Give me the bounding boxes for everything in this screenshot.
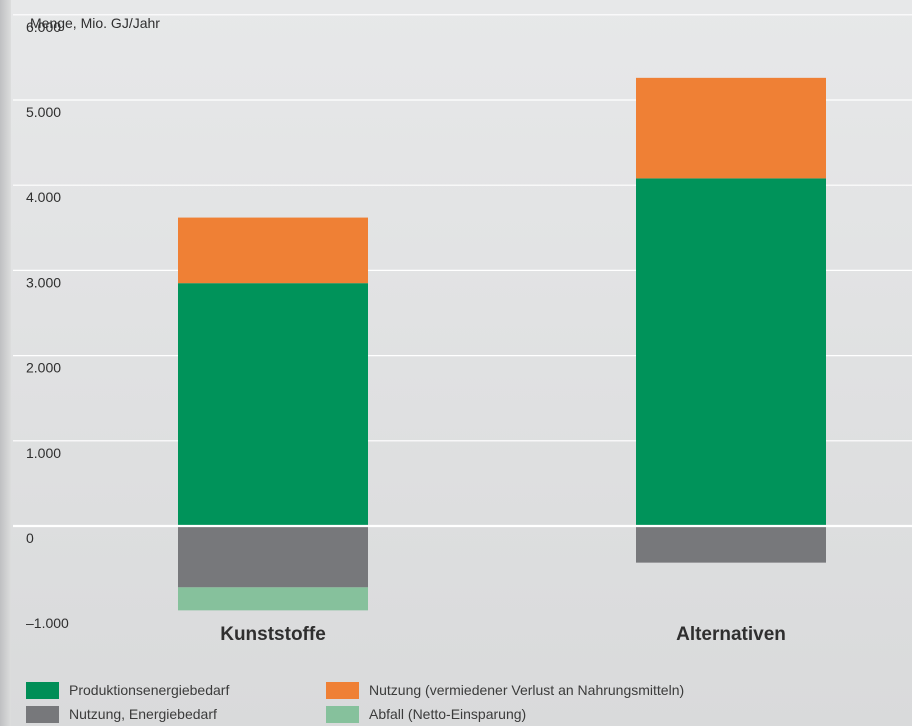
legend-item-produktionsenergiebedarf: Produktionsenergiebedarf: [26, 680, 229, 700]
bar-layer: [178, 77, 826, 611]
legend-swatch-nutzung-verlust: [326, 681, 359, 699]
y-tick-label: 0: [26, 530, 34, 546]
bar-segment: [178, 283, 368, 526]
legend-label-nutzung-energiebedarf: Nutzung, Energiebedarf: [69, 706, 217, 722]
bar-segment: [178, 526, 368, 588]
legend: Produktionsenergiebedarf Nutzung (vermie…: [26, 680, 906, 726]
legend-label-nutzung-verlust: Nutzung (vermiedener Verlust an Nahrungs…: [369, 682, 685, 698]
legend-label-abfall: Abfall (Netto-Einsparung): [369, 706, 527, 722]
y-tick-labels: 6.000 5.000 4.000 3.000 2.000 1.000 0 –1.000: [26, 19, 69, 631]
bar-segment: [636, 178, 826, 526]
y-tick-label: 2.000: [26, 360, 61, 376]
category-label: Alternativen: [676, 624, 786, 645]
legend-swatch-abfall: [326, 705, 359, 723]
bar-segment: [636, 77, 826, 179]
category-label: Kunststoffe: [220, 624, 326, 645]
legend-label-produktionsenergiebedarf: Produktionsenergiebedarf: [69, 682, 230, 698]
y-tick-label: 4.000: [26, 189, 61, 205]
legend-item-nutzung-verlust: Nutzung (vermiedener Verlust an Nahrungs…: [326, 680, 684, 700]
left-edge-shadow: [0, 0, 11, 726]
stacked-bar-chart: Menge, Mio. GJ/Jahr 6.000 5.000 4.000 3.000…: [13, 14, 912, 645]
bar-segment: [178, 587, 368, 611]
bar-segment: [178, 217, 368, 284]
y-tick-label: 5.000: [26, 104, 61, 120]
category-labels: Kunststoffe Alternativen: [220, 624, 786, 645]
y-axis-title: Menge, Mio. GJ/Jahr: [30, 15, 160, 31]
bar-segment: [636, 526, 826, 563]
legend-swatch-produktionsenergiebedarf: [26, 681, 59, 699]
y-tick-label: –1.000: [26, 615, 69, 631]
y-tick-label: 6.000: [26, 19, 61, 35]
legend-item-nutzung-energiebedarf: Nutzung, Energiebedarf: [26, 704, 217, 724]
legend-swatch-nutzung-energiebedarf: [26, 705, 59, 723]
y-tick-label: 3.000: [26, 274, 61, 290]
y-tick-label: 1.000: [26, 445, 61, 461]
legend-item-abfall: Abfall (Netto-Einsparung): [326, 704, 526, 724]
grid-layer: [13, 14, 912, 442]
